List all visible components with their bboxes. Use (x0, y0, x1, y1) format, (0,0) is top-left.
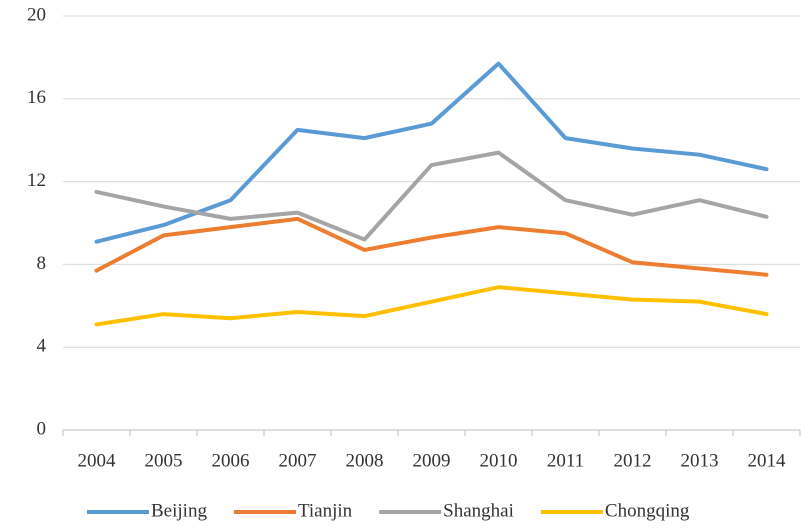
x-tick-label: 2006 (212, 450, 250, 471)
data-line (94, 285, 769, 327)
x-tick-label: 2004 (78, 450, 117, 471)
y-tick-label: 0 (37, 418, 47, 439)
x-tick-label: 2007 (279, 450, 317, 471)
x-tick-label: 2011 (547, 450, 584, 471)
x-tick-label: 2005 (145, 450, 183, 471)
x-tick-label: 2014 (748, 450, 787, 471)
x-tick-label: 2012 (614, 450, 652, 471)
x-tick-label: 2008 (346, 450, 384, 471)
legend-label: Beijing (151, 500, 207, 521)
x-tick-label: 2009 (413, 450, 451, 471)
x-tick-label: 2010 (480, 450, 518, 471)
legend-label: Shanghai (443, 500, 514, 521)
legend-label: Chongqing (605, 500, 690, 521)
y-tick-label: 12 (27, 170, 46, 191)
y-tick-label: 8 (37, 253, 47, 274)
y-tick-label: 16 (27, 87, 46, 108)
data-line (94, 150, 769, 242)
y-tick-label: 20 (27, 4, 46, 25)
x-tick-label: 2013 (681, 450, 719, 471)
data-line (94, 61, 769, 244)
y-tick-label: 4 (37, 336, 47, 357)
legend-label: Tianjin (298, 500, 353, 521)
data-line (94, 216, 769, 277)
